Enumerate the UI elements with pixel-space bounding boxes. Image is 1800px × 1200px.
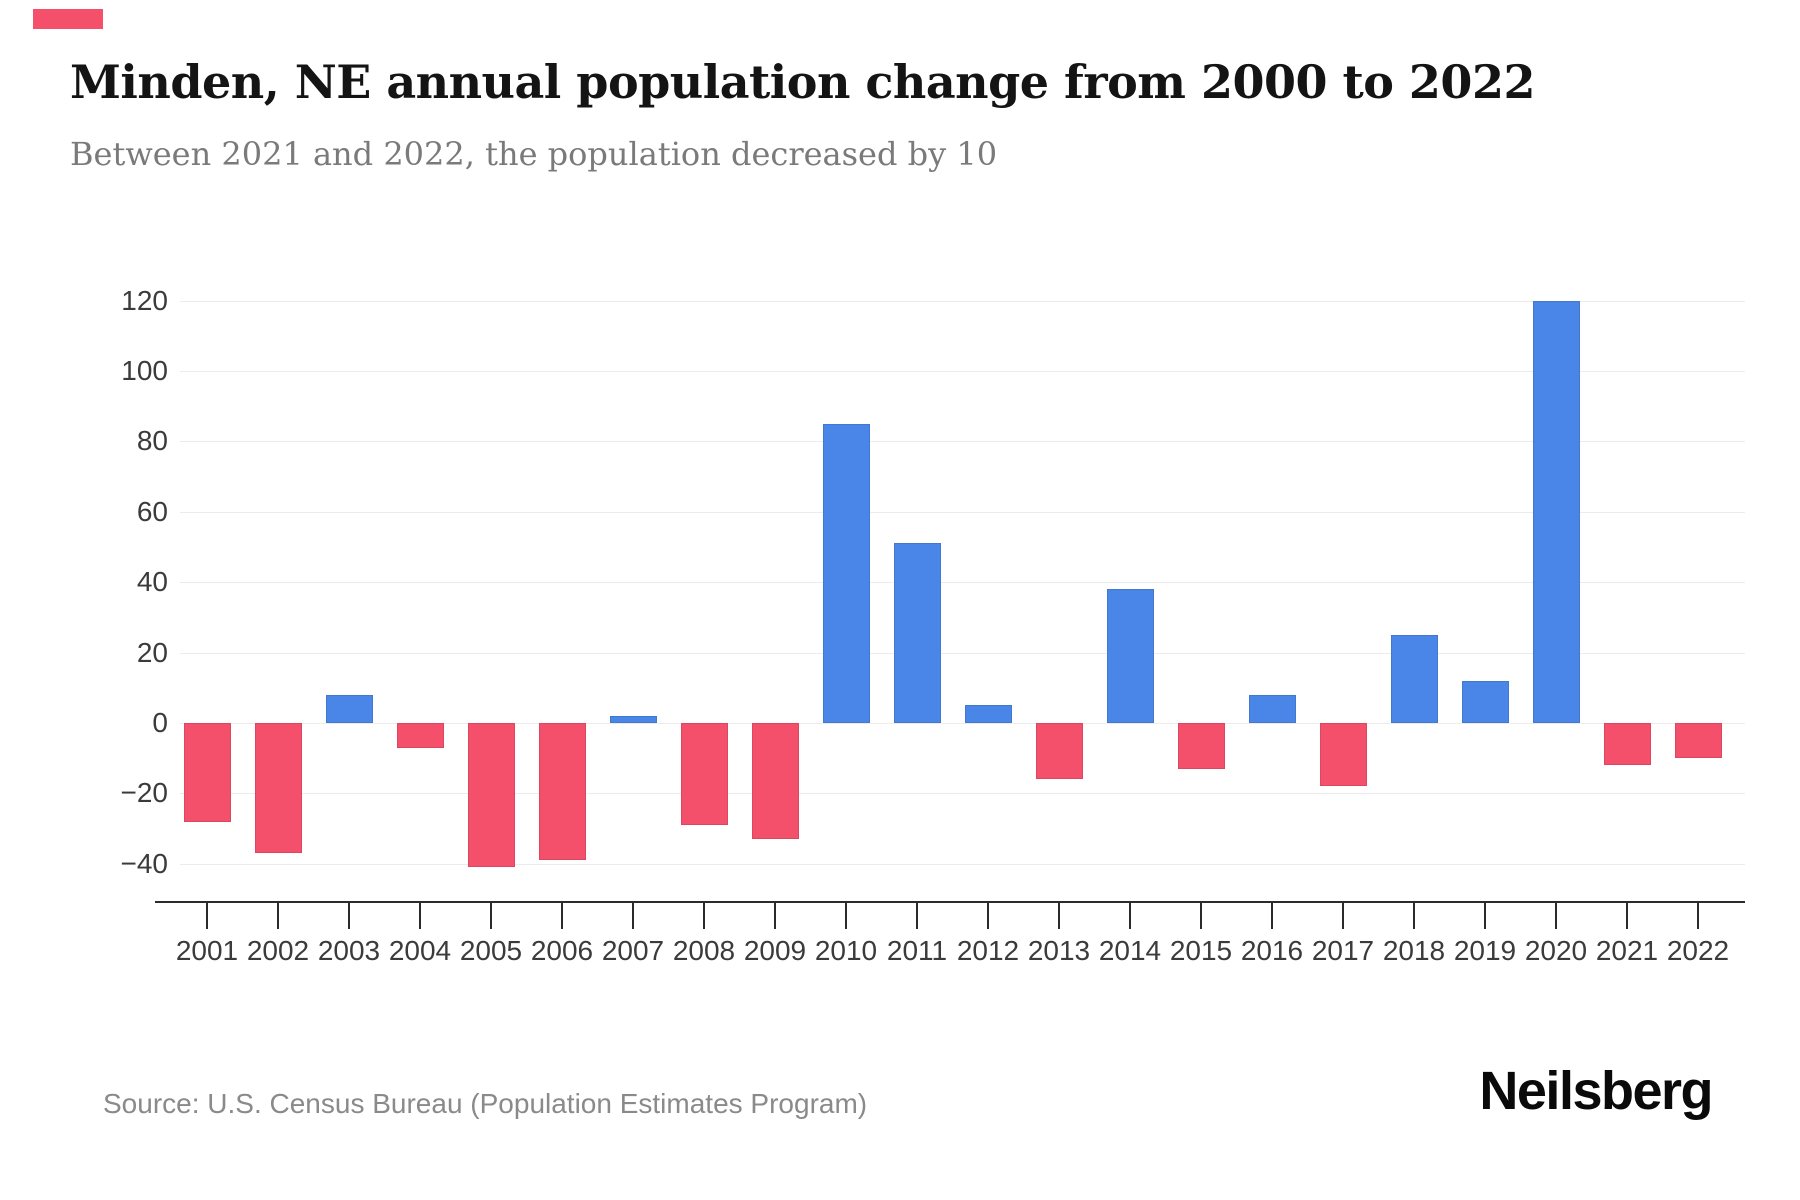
y-axis-label-0: 0 — [152, 707, 168, 738]
bar-2007[interactable] — [609, 715, 657, 723]
x-axis-tick-2022 — [1697, 901, 1699, 929]
bar-2001[interactable] — [183, 723, 231, 822]
x-axis-label-2006: 2006 — [530, 935, 594, 966]
brand-logo: Neilsberg — [1479, 1061, 1713, 1121]
bar-2005[interactable] — [467, 723, 515, 868]
x-axis-tick-2006 — [561, 901, 563, 929]
x-axis-line — [155, 901, 1745, 903]
x-axis-label-2016: 2016 — [1240, 935, 1304, 966]
x-axis-label-2022: 2022 — [1666, 935, 1730, 966]
x-axis-tick-2016 — [1271, 901, 1273, 929]
x-axis-label-2008: 2008 — [672, 935, 736, 966]
bar-2012[interactable] — [964, 705, 1012, 723]
y-axis-label-120: 120 — [121, 284, 168, 316]
y-axis-label--20: −20 — [120, 777, 169, 809]
bar-2021[interactable] — [1603, 723, 1651, 766]
chart-subtitle: Between 2021 and 2022, the population de… — [70, 135, 998, 173]
bar-2022[interactable] — [1674, 723, 1722, 759]
x-axis-label-2010: 2010 — [814, 935, 878, 966]
gridline-60 — [180, 511, 1745, 513]
gridline-80 — [180, 441, 1745, 443]
gridline--40 — [180, 863, 1745, 865]
x-axis-label-2007: 2007 — [601, 935, 665, 966]
x-axis-tick-2013 — [1058, 901, 1060, 929]
x-axis-label-2019: 2019 — [1453, 935, 1517, 966]
bar-2014[interactable] — [1106, 589, 1154, 723]
gridline-0 — [180, 723, 1745, 724]
x-axis-tick-2002 — [277, 901, 279, 929]
x-axis-tick-2017 — [1342, 901, 1344, 929]
bar-2015[interactable] — [1177, 723, 1225, 769]
accent-bar — [33, 9, 103, 29]
x-axis-label-2001: 2001 — [175, 935, 239, 966]
bar-2004[interactable] — [396, 723, 444, 748]
y-axis-label-60: 60 — [136, 495, 168, 527]
y-axis-label--40: −40 — [120, 847, 169, 879]
bar-2008[interactable] — [680, 723, 728, 826]
x-axis-label-2017: 2017 — [1311, 935, 1375, 966]
bar-2002[interactable] — [254, 723, 302, 854]
source-text: Source: U.S. Census Bureau (Population E… — [103, 1088, 868, 1119]
bar-2020[interactable] — [1532, 300, 1580, 723]
x-axis-tick-2019 — [1484, 901, 1486, 929]
y-axis-label-100: 100 — [121, 355, 168, 386]
x-axis-label-2021: 2021 — [1595, 935, 1659, 966]
x-axis-label-2012: 2012 — [956, 935, 1020, 966]
bar-2011[interactable] — [893, 543, 941, 723]
x-axis-tick-2012 — [987, 901, 989, 929]
x-axis-tick-2021 — [1626, 901, 1628, 929]
gridline-100 — [180, 371, 1745, 372]
x-axis-tick-2007 — [632, 901, 634, 929]
x-axis-label-2015: 2015 — [1169, 935, 1233, 966]
gridline-120 — [180, 300, 1745, 302]
x-axis-tick-2018 — [1413, 901, 1415, 929]
y-axis-label-20: 20 — [136, 636, 168, 668]
x-axis-label-2005: 2005 — [459, 935, 523, 966]
bar-2019[interactable] — [1461, 680, 1509, 723]
x-axis-tick-2010 — [845, 901, 847, 929]
y-axis-label-40: 40 — [136, 566, 168, 598]
x-axis-tick-2003 — [348, 901, 350, 929]
x-axis-tick-2001 — [206, 901, 208, 929]
gridline--20 — [180, 793, 1745, 795]
bar-2016[interactable] — [1248, 694, 1296, 723]
x-axis-tick-2004 — [419, 901, 421, 929]
x-axis-label-2013: 2013 — [1027, 935, 1091, 966]
chart-title: Minden, NE annual population change from… — [70, 55, 1535, 109]
x-axis-tick-2014 — [1129, 901, 1131, 929]
gridline-20 — [180, 652, 1745, 654]
bar-2003[interactable] — [325, 694, 373, 723]
bar-2010[interactable] — [822, 423, 870, 723]
bar-2009[interactable] — [751, 723, 799, 840]
bar-2017[interactable] — [1319, 723, 1367, 787]
x-axis-label-2003: 2003 — [317, 935, 381, 966]
bar-2006[interactable] — [538, 723, 586, 861]
x-axis-tick-2009 — [774, 901, 776, 929]
x-axis-label-2002: 2002 — [246, 935, 310, 966]
x-axis-label-2004: 2004 — [388, 935, 452, 966]
x-axis-label-2020: 2020 — [1524, 935, 1588, 966]
y-axis-label-80: 80 — [136, 425, 168, 457]
x-axis-label-2018: 2018 — [1382, 935, 1446, 966]
x-axis-tick-2008 — [703, 901, 705, 929]
x-axis-tick-2020 — [1555, 901, 1557, 929]
x-axis-label-2009: 2009 — [743, 935, 807, 966]
gridline-40 — [180, 582, 1745, 584]
x-axis-tick-2005 — [490, 901, 492, 929]
x-axis-label-2011: 2011 — [886, 935, 948, 966]
x-axis-tick-2015 — [1200, 901, 1202, 929]
x-axis-label-2014: 2014 — [1098, 935, 1162, 966]
bar-2018[interactable] — [1390, 635, 1438, 723]
x-axis-tick-2011 — [916, 901, 918, 929]
bar-2013[interactable] — [1035, 723, 1083, 780]
